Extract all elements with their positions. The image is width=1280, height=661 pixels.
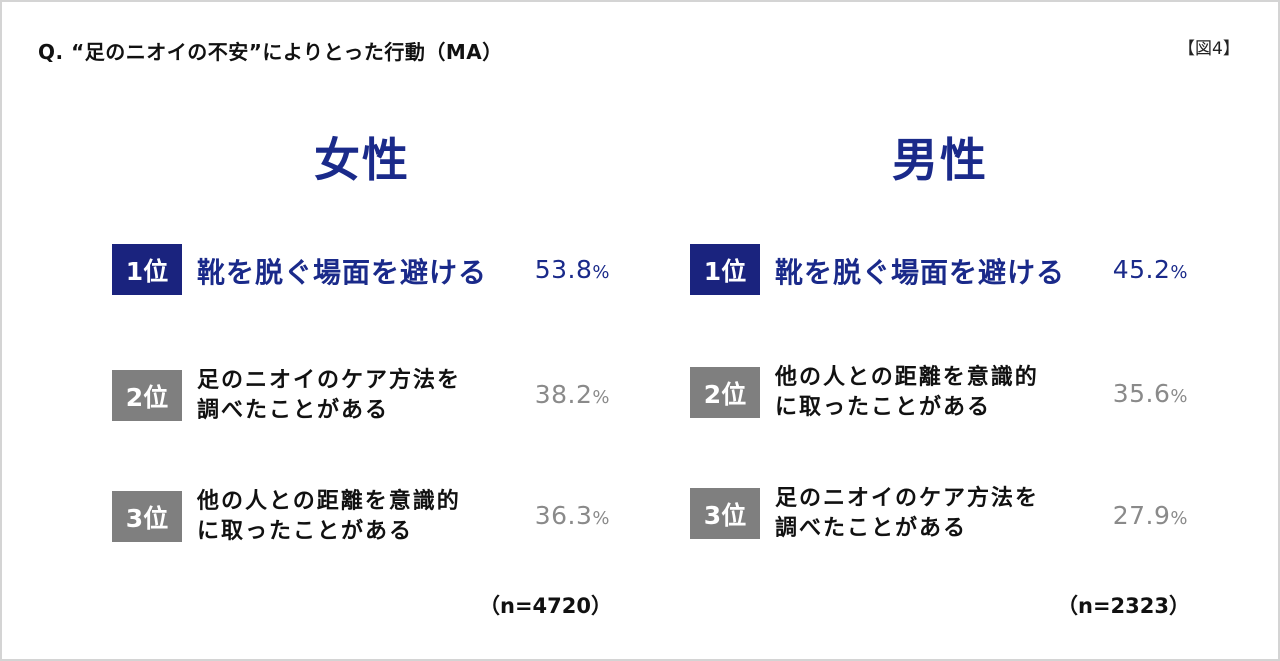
percent-sign: % bbox=[1170, 508, 1188, 529]
percent-sign: % bbox=[592, 262, 610, 283]
rank-label-line1: 足のニオイのケア方法を bbox=[197, 368, 462, 393]
rank-label: 靴を脱ぐ場面を避ける bbox=[197, 256, 488, 289]
rank-percentage: 53.8% bbox=[535, 255, 610, 284]
percentage-value: 35.6 bbox=[1112, 379, 1171, 408]
rank-percentage: 27.9% bbox=[1113, 501, 1188, 530]
rank-percentage: 35.6% bbox=[1113, 379, 1188, 408]
rank-label-line2: に取ったことがある bbox=[197, 519, 414, 544]
rank-label-line1: 足のニオイのケア方法を bbox=[775, 486, 1040, 511]
rank-label-line2: 調べたことがある bbox=[197, 398, 390, 423]
rank-badge: 3位 bbox=[690, 488, 760, 539]
rank-badge: 2位 bbox=[112, 370, 182, 421]
rank-label: 靴を脱ぐ場面を避ける bbox=[775, 256, 1066, 289]
question-title: Q. “足のニオイの不安”によりとった行動（MA） bbox=[38, 40, 503, 64]
rank-percentage: 45.2% bbox=[1113, 255, 1188, 284]
figure-label: 【図4】 bbox=[1178, 39, 1240, 59]
percent-sign: % bbox=[1170, 262, 1188, 283]
male-title: 男性 bbox=[892, 133, 988, 187]
male-sample-size: （n=2323） bbox=[1057, 594, 1190, 618]
percentage-value: 36.3 bbox=[534, 501, 593, 530]
percent-sign: % bbox=[592, 508, 610, 529]
female-column: 女性 1位 靴を脱ぐ場面を避ける 53.8% 2位 足のニオイのケア方法を 調べ… bbox=[112, 0, 632, 661]
percentage-value: 53.8 bbox=[534, 255, 593, 284]
female-sample-size: （n=4720） bbox=[479, 594, 612, 618]
percentage-value: 45.2 bbox=[1112, 255, 1171, 284]
rank-badge: 3位 bbox=[112, 491, 182, 542]
rank-label: 他の人との距離を意識的 に取ったことがある bbox=[775, 363, 1039, 423]
rank-label: 足のニオイのケア方法を 調べたことがある bbox=[197, 366, 461, 426]
rank-label-line2: に取ったことがある bbox=[775, 395, 992, 420]
percent-sign: % bbox=[592, 387, 610, 408]
rank-label: 足のニオイのケア方法を 調べたことがある bbox=[775, 484, 1039, 544]
percentage-value: 27.9 bbox=[1112, 501, 1171, 530]
percentage-value: 38.2 bbox=[534, 380, 593, 409]
female-title: 女性 bbox=[314, 133, 410, 187]
rank-label-line2: 調べたことがある bbox=[775, 516, 968, 541]
rank-label-line1: 他の人との距離を意識的 bbox=[775, 365, 1039, 390]
percent-sign: % bbox=[1170, 386, 1188, 407]
rank-badge: 1位 bbox=[112, 244, 182, 295]
male-column: 男性 1位 靴を脱ぐ場面を避ける 45.2% 2位 他の人との距離を意識的 に取… bbox=[690, 0, 1210, 661]
rank-label: 他の人との距離を意識的 に取ったことがある bbox=[197, 487, 461, 547]
rank-label-line1: 他の人との距離を意識的 bbox=[197, 489, 461, 514]
rank-percentage: 38.2% bbox=[535, 380, 610, 409]
rank-badge: 2位 bbox=[690, 367, 760, 418]
rank-percentage: 36.3% bbox=[535, 501, 610, 530]
rank-badge: 1位 bbox=[690, 244, 760, 295]
